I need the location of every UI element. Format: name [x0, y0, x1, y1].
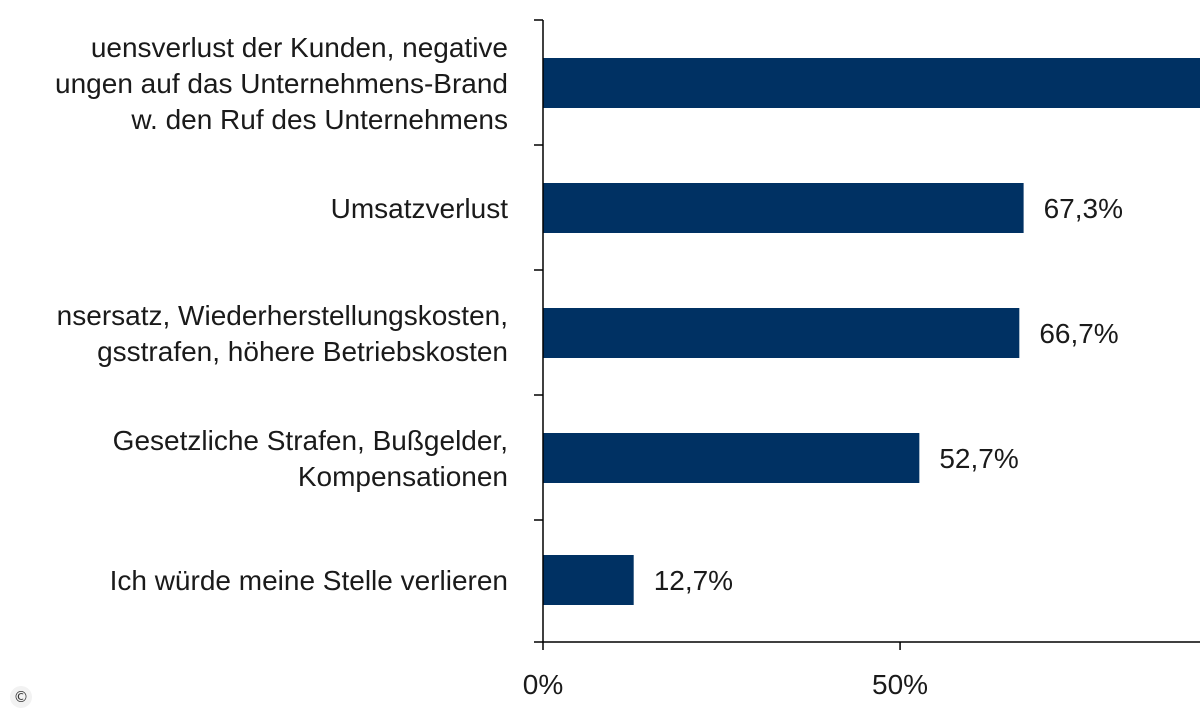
value-label-2: 67,3%	[1044, 193, 1123, 224]
category-label-1-line-1: uensverlust der Kunden, negative	[91, 32, 508, 63]
x-tick-label-1: 0%	[523, 669, 563, 700]
bar-4	[543, 433, 920, 483]
category-label-3-line-2: gsstrafen, höhere Betriebskosten	[97, 336, 508, 367]
category-label-4-line-2: Kompensationen	[298, 461, 508, 492]
value-label-3: 66,7%	[1039, 318, 1118, 349]
copyright-icon: ©	[10, 686, 32, 708]
bar-2	[543, 183, 1024, 233]
bars: 67,3% 66,7% 52,7% 12,7%	[543, 58, 1200, 605]
x-tick-label-2: 50%	[872, 669, 928, 700]
category-label-4-line-1: Gesetzliche Strafen, Bußgelder,	[113, 425, 508, 456]
bar-5	[543, 555, 634, 605]
bar-3	[543, 308, 1020, 358]
category-label-1-line-3: w. den Ruf des Unternehmens	[130, 104, 508, 135]
value-label-4: 52,7%	[939, 443, 1018, 474]
category-label-2-line-1: Umsatzverlust	[331, 193, 509, 224]
category-labels: uensverlust der Kunden, negative ungen au…	[55, 32, 508, 596]
axes: 0% 50%	[523, 19, 1200, 700]
category-label-3-line-1: nsersatz, Wiederherstellungskosten,	[57, 300, 508, 331]
value-label-5: 12,7%	[654, 565, 733, 596]
bar-1	[543, 58, 1200, 108]
category-label-1-line-2: ungen auf das Unternehmens-Brand	[55, 68, 508, 99]
category-label-5-line-1: Ich würde meine Stelle verlieren	[110, 565, 508, 596]
